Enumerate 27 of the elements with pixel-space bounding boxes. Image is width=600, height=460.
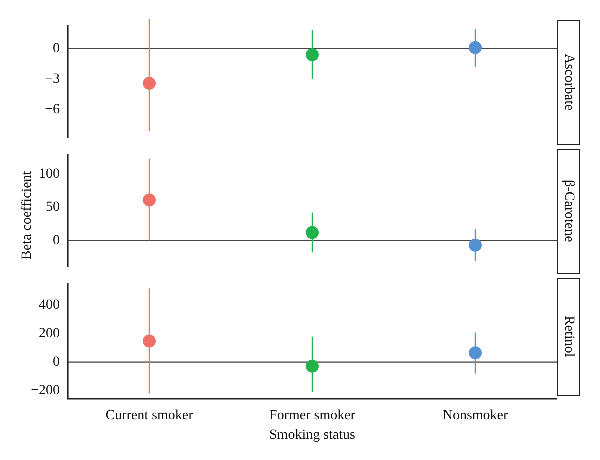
x-tick-label: Current smoker: [106, 408, 194, 424]
point: [469, 346, 482, 360]
y-tick-label: −200: [31, 383, 60, 398]
x-tick-label: Former smoker: [270, 408, 356, 424]
text: Retinol: [557, 278, 580, 396]
point: [306, 48, 319, 62]
point: [143, 194, 156, 207]
point: [306, 226, 319, 240]
text: β-Carotene: [557, 149, 580, 274]
y-tick-label: 0: [53, 42, 60, 57]
y-axis-title: Beta coefficient: [20, 170, 36, 262]
text: Ascorbate: [557, 20, 580, 145]
x-axis-title: Smoking status: [268, 428, 356, 444]
y-tick-label: 200: [39, 326, 60, 342]
y-tick-label: 50: [46, 200, 60, 216]
x-tick-label: Nonsmoker: [442, 408, 508, 424]
y-tick-label: −3: [45, 72, 60, 88]
point: [469, 41, 482, 54]
y-tick-label: 0: [53, 354, 60, 370]
point: [143, 77, 156, 90]
y-tick-label: −6: [45, 102, 60, 118]
point: [143, 334, 156, 348]
y-tick-label: 400: [39, 298, 60, 314]
point: [306, 360, 319, 373]
y-tick-label: 0: [53, 233, 60, 248]
y-tick-label: 100: [39, 166, 60, 182]
point: [469, 238, 482, 252]
